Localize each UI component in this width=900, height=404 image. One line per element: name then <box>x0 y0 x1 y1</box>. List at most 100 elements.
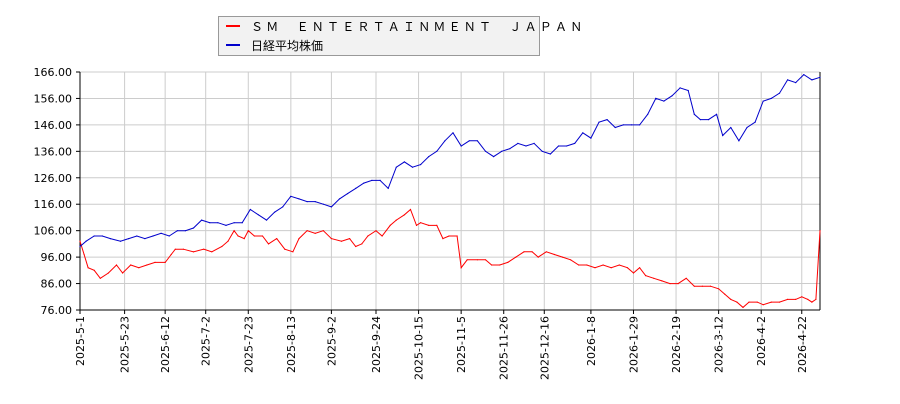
data-point <box>444 140 446 142</box>
data-point <box>99 277 101 279</box>
x-tick-label: 2025-11-26 <box>498 316 511 380</box>
data-point <box>363 182 365 184</box>
data-point <box>322 203 324 205</box>
data-point <box>630 124 633 126</box>
data-point <box>221 245 223 248</box>
data-point <box>267 243 270 245</box>
x-tick-label: 2025-7-2 <box>200 316 213 366</box>
data-point <box>176 230 178 232</box>
data-point <box>509 148 511 150</box>
y-tick-label: 156.00 <box>34 92 73 105</box>
data-point <box>582 132 584 134</box>
data-point <box>355 245 357 248</box>
data-point <box>661 280 663 282</box>
data-point <box>217 222 219 224</box>
data-point <box>442 238 444 240</box>
data-point <box>531 251 533 253</box>
y-tick-label: 86.00 <box>41 278 73 291</box>
data-point <box>257 214 259 216</box>
series-line-0 <box>79 208 821 309</box>
data-point <box>693 113 695 115</box>
data-point <box>787 79 789 81</box>
data-point <box>553 253 556 256</box>
legend-label: 日経平均株価 <box>251 39 324 53</box>
data-point <box>330 238 332 240</box>
data-point <box>387 187 389 189</box>
data-point <box>314 232 316 234</box>
data-point <box>533 142 535 144</box>
data-point <box>261 235 264 237</box>
data-point <box>456 235 458 237</box>
data-point <box>322 230 324 232</box>
data-point <box>655 97 657 99</box>
data-point <box>742 306 744 308</box>
data-point <box>420 222 422 224</box>
data-point <box>561 256 564 258</box>
data-point <box>730 298 732 300</box>
data-point <box>122 272 124 274</box>
data-point <box>795 298 797 300</box>
data-point <box>306 201 308 203</box>
legend-swatch-blue <box>226 44 240 46</box>
y-tick-label: 76.00 <box>41 304 73 317</box>
data-point <box>586 264 588 266</box>
data-point <box>762 304 764 306</box>
data-point <box>778 301 781 303</box>
data-point <box>671 95 673 97</box>
data-point <box>693 285 695 287</box>
data-point <box>718 288 720 290</box>
data-point <box>274 211 276 213</box>
legend-item-sm-entertainment: ＳＭ ＥＮＴＥＲＴＡＩＮＭＥＮＴ ＪＡＰＡＮ <box>219 17 582 35</box>
data-point <box>227 240 229 242</box>
x-tick-label: 2025-8-13 <box>285 316 298 373</box>
data-point <box>107 272 109 274</box>
data-point <box>707 119 710 121</box>
data-point <box>687 89 689 92</box>
data-point <box>819 76 821 78</box>
data-point <box>807 298 809 300</box>
data-point <box>436 224 438 226</box>
data-point <box>517 142 519 144</box>
data-point <box>233 230 235 232</box>
x-tick-label: 2025-11-5 <box>455 316 468 373</box>
data-point <box>87 267 89 269</box>
data-point <box>476 140 478 142</box>
data-point <box>154 261 156 263</box>
legend-label: ＳＭ ＥＮＴＥＲＴＡＩＮＭＥＮＴ ＪＡＰＡＮ <box>251 20 586 34</box>
legend-item-nikkei: 日経平均株価 <box>219 36 539 54</box>
data-point <box>493 156 495 158</box>
data-point <box>292 251 294 253</box>
data-point <box>349 238 351 240</box>
data-point <box>499 264 501 266</box>
series-1 <box>79 73 821 248</box>
x-tick-label: 2026-1-29 <box>627 316 640 373</box>
data-point <box>669 283 671 285</box>
data-point <box>298 198 300 200</box>
data-point <box>168 235 170 237</box>
data-point <box>375 230 377 232</box>
data-point <box>93 269 95 271</box>
data-point <box>770 97 772 99</box>
data-point <box>403 214 405 216</box>
x-tick-label: 2025-7-23 <box>242 316 255 373</box>
x-tick-label: 2025-5-23 <box>119 316 132 373</box>
data-point <box>537 256 539 258</box>
data-point <box>452 132 454 134</box>
data-point <box>101 235 103 237</box>
data-point <box>314 201 316 203</box>
data-point <box>233 222 235 224</box>
x-tick-label: 2025-12-16 <box>538 316 551 380</box>
y-tick-label: 146.00 <box>34 119 73 132</box>
data-point <box>574 142 576 144</box>
data-point <box>778 92 781 94</box>
y-tick-label: 96.00 <box>41 251 73 264</box>
data-point <box>803 74 805 76</box>
data-point <box>460 145 462 147</box>
chart-legend: ＳＭ ＥＮＴＥＲＴＡＩＮＭＥＮＴ ＪＡＰＡＮ 日経平均株価 <box>218 16 582 56</box>
data-point <box>79 245 81 248</box>
data-point <box>209 222 211 224</box>
data-point <box>138 267 140 269</box>
data-point <box>290 195 292 197</box>
data-point <box>247 230 249 232</box>
y-tick-label: 106.00 <box>34 225 73 238</box>
